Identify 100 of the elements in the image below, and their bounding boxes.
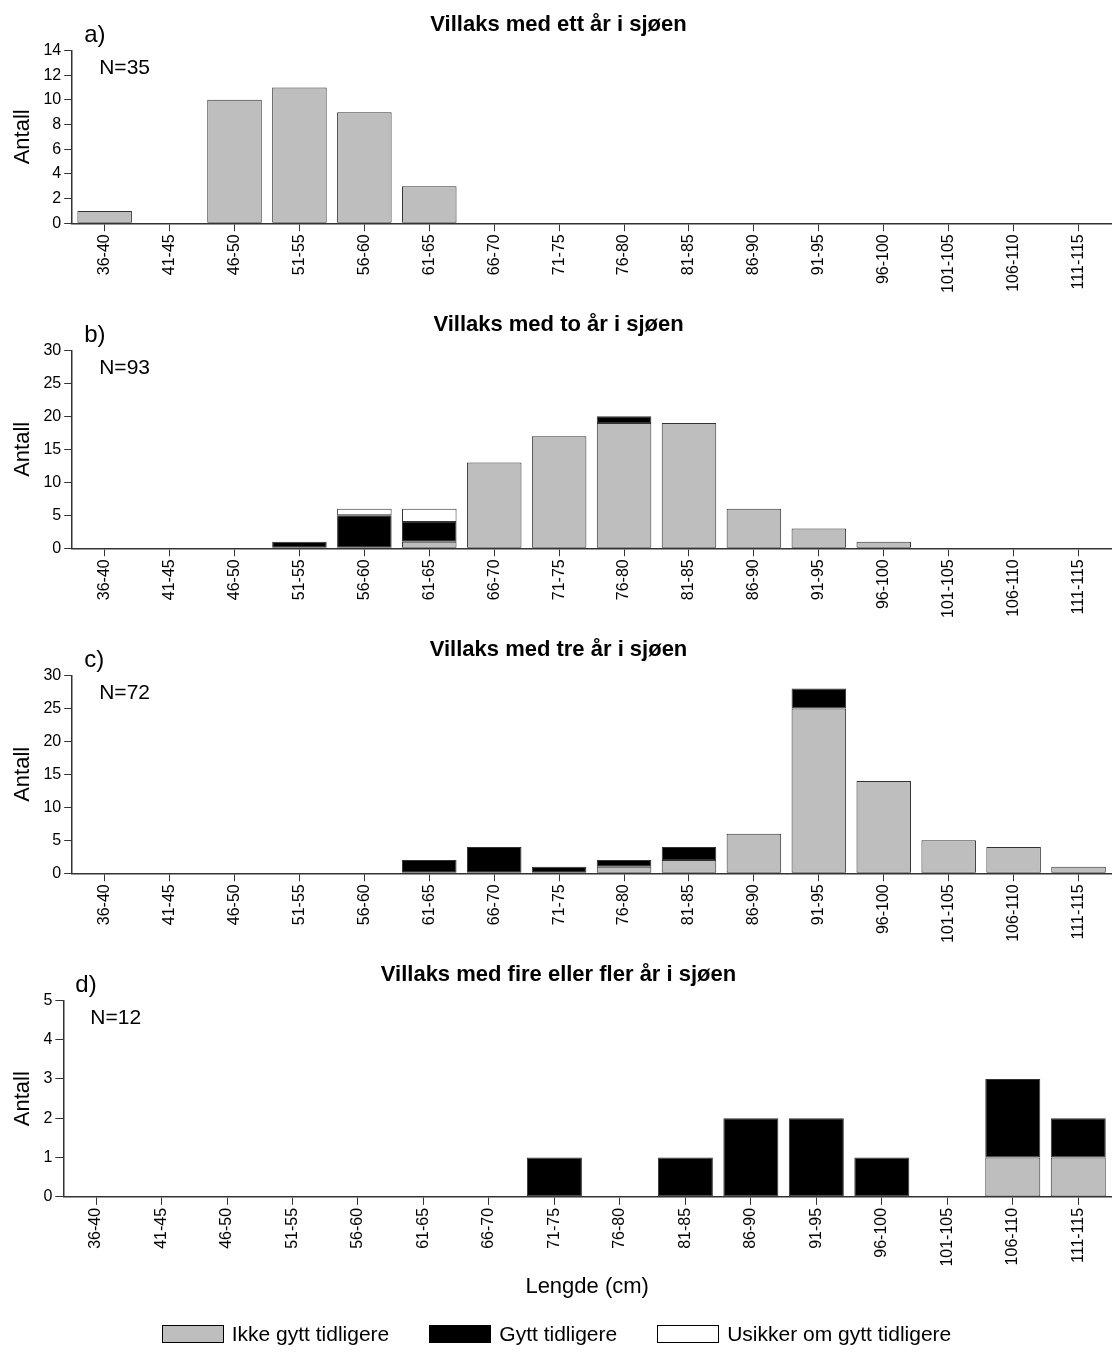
text: d) xyxy=(75,970,97,998)
x-tick-label: 66-70 xyxy=(484,559,502,601)
x-tick-label: 56-60 xyxy=(348,1207,366,1249)
x-tick-label: 71-75 xyxy=(549,884,567,926)
x-tick-label: 101-105 xyxy=(939,559,957,618)
y-tick-label: 15 xyxy=(43,764,62,782)
x-tick-label: 76-80 xyxy=(614,559,632,601)
x-tick-label: 66-70 xyxy=(479,1207,497,1249)
chart-title: Villaks med fire eller fler år i sjøen xyxy=(380,961,737,987)
annotation: N=72 xyxy=(99,680,150,704)
y-tick-label: 30 xyxy=(43,340,62,358)
legend-label: Ikke gytt tidligere xyxy=(231,1322,390,1346)
x-tick-label: 91-95 xyxy=(809,234,827,276)
x-tick-label: 41-45 xyxy=(159,884,177,926)
x-tick-label: 36-40 xyxy=(86,1207,104,1249)
y-tick-label: 1 xyxy=(43,1147,53,1165)
x-tick-label: 91-95 xyxy=(806,1207,824,1249)
x-tick-label: 81-85 xyxy=(675,1207,693,1249)
x-tick-label: 56-60 xyxy=(354,234,372,276)
y-tick-label: 2 xyxy=(43,1108,53,1126)
x-tick-label: 61-65 xyxy=(419,559,437,601)
x-tick-label: 86-90 xyxy=(744,884,762,926)
x-tick-label: 81-85 xyxy=(679,234,697,276)
x-tick-label: 66-70 xyxy=(484,884,502,926)
x-tick-label: 106-110 xyxy=(1004,559,1022,617)
x-tick-label: 96-100 xyxy=(874,884,892,935)
y-tick-label: 2 xyxy=(52,188,62,206)
legend-label: Gytt tidligere xyxy=(499,1322,618,1346)
y-tick-label: 0 xyxy=(52,863,62,881)
chart-title: Villaks med ett år i sjøen xyxy=(430,11,687,37)
y-tick-label: 20 xyxy=(43,731,62,749)
x-tick-label: 91-95 xyxy=(809,884,827,926)
y-axis-title: Antall xyxy=(9,109,35,165)
y-tick-label: 10 xyxy=(43,797,62,815)
x-tick-label: 36-40 xyxy=(95,234,113,276)
x-tick-label: 81-85 xyxy=(679,559,697,601)
x-tick-label: 41-45 xyxy=(159,234,177,276)
y-tick-label: 3 xyxy=(43,1069,53,1087)
annotation: N=12 xyxy=(90,1005,142,1029)
y-tick-label: 14 xyxy=(43,40,62,58)
y-tick-label: 25 xyxy=(43,698,62,716)
x-tick-label: 86-90 xyxy=(741,1207,759,1249)
x-tick-label: 111-115 xyxy=(1068,884,1086,940)
x-tick-label: 61-65 xyxy=(413,1207,431,1249)
x-tick-label: 96-100 xyxy=(874,559,892,610)
y-tick-label: 4 xyxy=(43,1030,53,1048)
y-axis-title: Antall xyxy=(9,1071,35,1127)
x-tick-label: 36-40 xyxy=(95,559,113,601)
x-tick-label: 46-50 xyxy=(217,1207,235,1249)
x-tick-label: 61-65 xyxy=(419,234,437,276)
x-tick-label: 56-60 xyxy=(354,559,372,601)
y-tick-label: 0 xyxy=(52,538,62,556)
y-axis-title: Antall xyxy=(9,421,35,477)
y-tick-label: 8 xyxy=(52,114,62,132)
x-tick-label: 36-40 xyxy=(95,884,113,926)
chart-title: Villaks med tre år i sjøen xyxy=(429,636,688,662)
legend-label: Usikker om gytt tidligere xyxy=(727,1322,952,1346)
x-tick-label: 51-55 xyxy=(289,559,307,601)
x-tick-label: 96-100 xyxy=(874,234,892,285)
y-tick-label: 25 xyxy=(43,373,62,391)
x-tick-label: 71-75 xyxy=(549,234,567,276)
y-axis-title: Antall xyxy=(9,746,35,802)
x-tick-label: 101-105 xyxy=(939,234,957,293)
y-tick-label: 0 xyxy=(52,213,62,231)
x-tick-label: 76-80 xyxy=(614,234,632,276)
x-tick-label: 71-75 xyxy=(549,559,567,601)
x-tick-label: 106-110 xyxy=(1004,884,1022,942)
x-tick-label: 51-55 xyxy=(289,884,307,926)
x-tick-label: 41-45 xyxy=(151,1207,169,1249)
y-tick-label: 5 xyxy=(43,990,53,1008)
y-tick-label: 15 xyxy=(43,439,62,457)
x-tick-label: 86-90 xyxy=(744,559,762,601)
x-tick-label: 46-50 xyxy=(224,234,242,276)
x-tick-label: 61-65 xyxy=(419,884,437,926)
x-tick-label: 101-105 xyxy=(937,1207,955,1267)
y-tick-label: 4 xyxy=(52,164,62,182)
y-tick-label: 12 xyxy=(43,65,62,83)
x-tick-label: 41-45 xyxy=(159,559,177,601)
y-tick-label: 0 xyxy=(43,1187,53,1205)
annotation: N=35 xyxy=(99,55,150,79)
chart-title: Villaks med to år i sjøen xyxy=(433,311,684,337)
x-tick-label: 66-70 xyxy=(484,234,502,276)
x-tick-label: 81-85 xyxy=(679,884,697,926)
x-tick-label: 56-60 xyxy=(354,884,372,926)
text: c) xyxy=(84,645,105,673)
x-tick-label: 76-80 xyxy=(610,1207,628,1249)
x-tick-label: 51-55 xyxy=(282,1207,300,1249)
x-tick-label: 111-115 xyxy=(1068,234,1086,290)
y-tick-label: 10 xyxy=(43,90,62,108)
x-tick-label: 76-80 xyxy=(614,884,632,926)
y-tick-label: 20 xyxy=(43,406,62,424)
x-axis-title: Lengde (cm) xyxy=(525,1272,649,1298)
x-tick-label: 96-100 xyxy=(872,1207,890,1258)
x-tick-label: 101-105 xyxy=(939,884,957,943)
text: a) xyxy=(84,20,106,48)
x-tick-label: 86-90 xyxy=(744,234,762,276)
x-tick-label: 111-115 xyxy=(1068,1207,1086,1264)
x-tick-label: 46-50 xyxy=(224,884,242,926)
y-tick-label: 30 xyxy=(43,665,62,683)
x-tick-label: 51-55 xyxy=(289,234,307,276)
